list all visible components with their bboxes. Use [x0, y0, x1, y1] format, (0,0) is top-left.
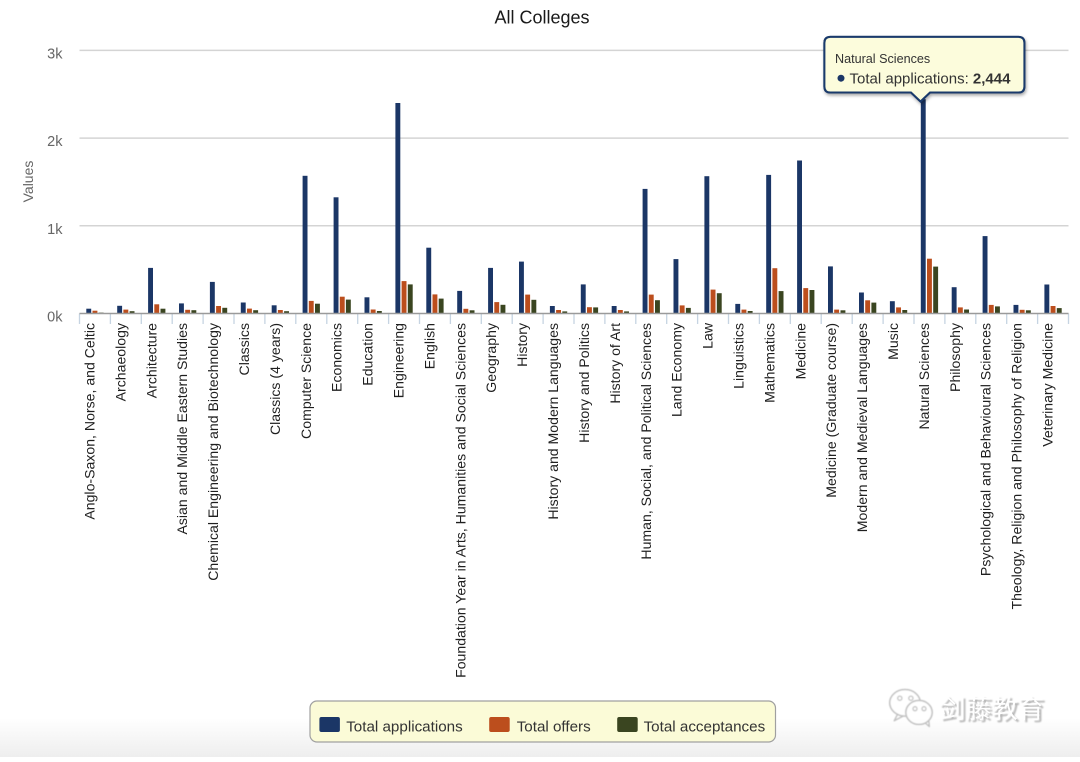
svg-text:Medicine: Medicine — [792, 323, 808, 380]
svg-text:Medicine (Graduate course): Medicine (Graduate course) — [823, 323, 839, 498]
svg-text:Economics: Economics — [329, 323, 345, 392]
svg-text:Asian and Middle Eastern Studi: Asian and Middle Eastern Studies — [174, 323, 190, 535]
svg-text:Total applications: 2,444: Total applications: 2,444 — [850, 71, 1012, 88]
svg-text:All Colleges: All Colleges — [494, 8, 589, 28]
svg-text:Psychological and Behavioural: Psychological and Behavioural Sciences — [978, 323, 994, 576]
svg-text:Anglo-Saxon, Norse, and Celtic: Anglo-Saxon, Norse, and Celtic — [82, 323, 98, 520]
svg-text:History and Politics: History and Politics — [576, 323, 592, 443]
svg-text:Geography: Geography — [483, 322, 499, 393]
svg-text:Engineering: Engineering — [391, 323, 407, 398]
svg-text:Veterinary Medicine: Veterinary Medicine — [1040, 323, 1056, 447]
svg-text:Education: Education — [360, 323, 376, 386]
svg-text:Total acceptances: Total acceptances — [644, 719, 766, 736]
svg-text:Human, Social, and Political S: Human, Social, and Political Sciences — [638, 323, 654, 560]
svg-text:Classics (4 years): Classics (4 years) — [267, 323, 283, 435]
svg-text:Foundation Year in Arts, Human: Foundation Year in Arts, Humanities and … — [452, 323, 468, 678]
svg-text:Total applications: Total applications — [346, 719, 463, 736]
svg-text:Classics: Classics — [236, 323, 252, 375]
svg-text:Total offers: Total offers — [517, 719, 591, 736]
svg-text:Law: Law — [700, 322, 716, 349]
svg-text:Natural Sciences: Natural Sciences — [916, 323, 932, 430]
svg-text:1k: 1k — [47, 222, 63, 238]
svg-text:Archaeology: Archaeology — [112, 322, 128, 401]
svg-text:Values: Values — [20, 161, 36, 203]
svg-text:Music: Music — [885, 323, 901, 360]
svg-text:Mathematics: Mathematics — [761, 323, 777, 403]
svg-text:Philosophy: Philosophy — [947, 322, 963, 392]
svg-text:0k: 0k — [47, 310, 63, 326]
svg-text:Natural Sciences: Natural Sciences — [835, 52, 930, 66]
svg-text:History and Modern Languages: History and Modern Languages — [545, 323, 561, 520]
svg-text:Land Economy: Land Economy — [669, 322, 685, 417]
svg-text:3k: 3k — [47, 46, 63, 62]
svg-text:Chemical Engineering and Biote: Chemical Engineering and Biotechnology — [205, 322, 221, 581]
svg-text:2k: 2k — [47, 134, 63, 150]
svg-text:English: English — [421, 323, 437, 369]
svg-text:Computer Science: Computer Science — [298, 323, 314, 439]
svg-text:Modern and Medieval Languages: Modern and Medieval Languages — [854, 323, 870, 532]
svg-text:Linguistics: Linguistics — [731, 323, 747, 389]
svg-text:Architecture: Architecture — [143, 323, 159, 398]
svg-text:History: History — [514, 322, 530, 367]
svg-text:Theology, Religion and Philoso: Theology, Religion and Philosophy of Rel… — [1009, 323, 1025, 610]
svg-text:History of Art: History of Art — [607, 323, 623, 404]
